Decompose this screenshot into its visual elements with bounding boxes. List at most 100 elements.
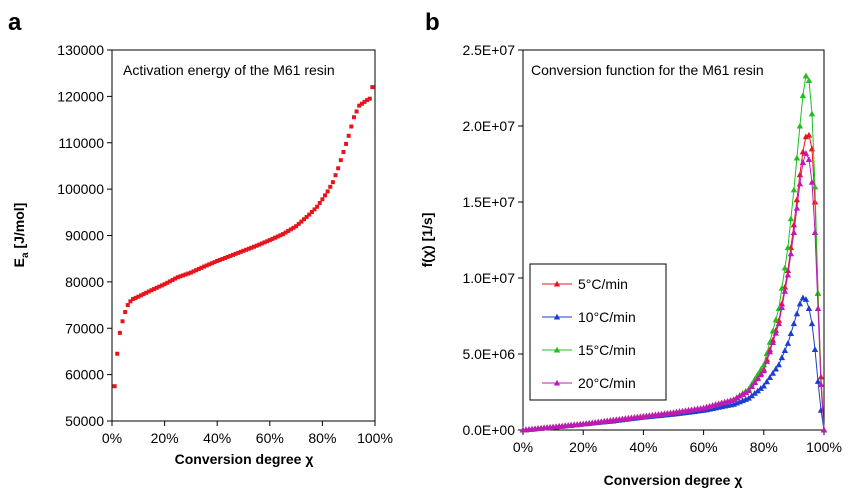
series-marker — [796, 180, 804, 187]
series-marker — [742, 389, 749, 395]
panel-a-data-point — [175, 275, 180, 280]
panel-a-data-point — [146, 289, 151, 294]
series-marker — [784, 267, 792, 273]
panel-a-data-point — [278, 233, 283, 238]
panel-a-data-point — [117, 330, 122, 335]
panel-a-data-point — [344, 141, 349, 146]
panel-a-data-point — [307, 212, 312, 217]
series-marker — [790, 229, 798, 235]
panel-a-data-point — [196, 266, 201, 271]
panel-a-data-point — [125, 303, 130, 308]
panel-a-data-point — [230, 252, 235, 257]
series-marker — [784, 244, 792, 251]
panel-a-data-point — [275, 234, 280, 239]
series-marker — [745, 394, 752, 401]
panel-a-data-point — [320, 197, 325, 202]
panel-a-data-point — [262, 240, 267, 245]
panel-a-data-point — [123, 310, 128, 315]
panel-a-x-tick-label: 0% — [102, 430, 122, 446]
panel-a-data-point — [338, 158, 343, 163]
panel-a-data-point — [228, 253, 233, 258]
series-marker — [796, 300, 804, 307]
panel-a-data-point — [304, 214, 309, 219]
panel-a-data-point — [349, 124, 354, 129]
series-marker — [814, 305, 822, 311]
panel-a-data-point — [186, 271, 191, 276]
panel-b-x-ticks: 0% 20% 40% 60% 80% 100% — [513, 430, 842, 455]
series-marker — [805, 131, 813, 138]
series-marker — [754, 387, 761, 394]
legend-swatch-marker — [553, 346, 561, 353]
series-marker — [781, 264, 789, 271]
panel-a-data-point — [233, 251, 238, 256]
panel-a-data-point — [202, 264, 207, 269]
series-marker — [748, 383, 755, 390]
series-marker — [772, 365, 780, 372]
panel-b-annotation: Conversion function for the M61 resin — [531, 62, 764, 78]
series-marker — [784, 271, 792, 278]
series-marker — [790, 186, 798, 193]
panel-a-y-tick-label: 110000 — [58, 135, 104, 151]
legend-entry-label: 20°C/min — [578, 375, 636, 391]
panel-a-y-axis-label-sub: a — [20, 252, 31, 258]
panel-a-data-point — [365, 98, 370, 103]
panel-a-data-point — [131, 297, 136, 302]
panel-a-data-point — [283, 230, 288, 235]
panel-a-data-point — [225, 254, 230, 259]
panel-a-data-point — [312, 207, 317, 212]
panel-a-data-point — [317, 201, 322, 206]
panel-a-data-point — [315, 204, 320, 209]
legend-swatch-marker — [553, 280, 561, 287]
series-marker — [814, 290, 822, 296]
legend-entry-label: 10°C/min — [578, 309, 636, 325]
panel-a-data-point — [133, 295, 138, 300]
panel-a-data-point — [336, 166, 341, 171]
panel-a-data-point — [291, 225, 296, 230]
panel-a-data-point — [259, 241, 264, 246]
panel-a: a Activation energy of the M61 resin 500… — [8, 9, 393, 467]
series-marker — [772, 316, 780, 323]
panel-a-data-point — [112, 384, 117, 389]
panel-a-letter: a — [8, 9, 22, 36]
panel-a-x-tick-label: 60% — [256, 430, 284, 446]
panel-a-data-point — [217, 257, 222, 262]
panel-a-data-point — [370, 85, 375, 90]
series-marker — [778, 300, 786, 307]
panel-a-data-point — [294, 224, 299, 229]
panel-a-data-point — [223, 255, 228, 260]
panel-a-data-point — [154, 285, 159, 290]
panel-a-data-point — [167, 279, 172, 284]
panel-a-y-tick-label: 50000 — [65, 413, 104, 429]
series-marker — [766, 374, 774, 380]
series-marker — [790, 320, 798, 327]
panel-a-data-point — [141, 292, 146, 297]
panel-b-letter: b — [425, 9, 440, 36]
panel-a-data-point — [328, 184, 333, 189]
panel-a-data-point — [341, 150, 346, 155]
panel-a-data-point — [252, 244, 257, 249]
panel-a-data-point — [165, 280, 170, 285]
panel-a-y-tick-label: 60000 — [65, 367, 104, 383]
series-marker — [739, 390, 746, 397]
series-marker — [787, 215, 795, 222]
panel-a-y-axis-label: Ea [J/mol] — [11, 203, 31, 268]
panel-a-data-point — [236, 250, 241, 255]
panel-a-data-points — [112, 85, 375, 389]
panel-a-x-ticks: 0% 20% 40% 60% 80% 100% — [102, 421, 393, 446]
panel-a-data-point — [238, 249, 243, 254]
series-marker — [769, 369, 777, 376]
panel-b: b Conversion function for the M61 resin … — [419, 9, 842, 488]
series-marker — [769, 339, 777, 346]
panel-a-data-point — [323, 193, 328, 198]
series-marker — [811, 229, 819, 235]
series-marker — [802, 72, 810, 79]
panel-a-data-point — [178, 274, 183, 279]
panel-b-y-tick-label: 2.5E+07 — [462, 42, 515, 58]
panel-b-y-tick-label: 1.0E+07 — [462, 270, 515, 286]
series-marker — [775, 361, 783, 368]
series-marker — [805, 305, 813, 311]
panel-a-data-point — [254, 243, 259, 248]
panel-a-data-point — [330, 180, 335, 185]
panel-a-data-point — [280, 232, 285, 237]
